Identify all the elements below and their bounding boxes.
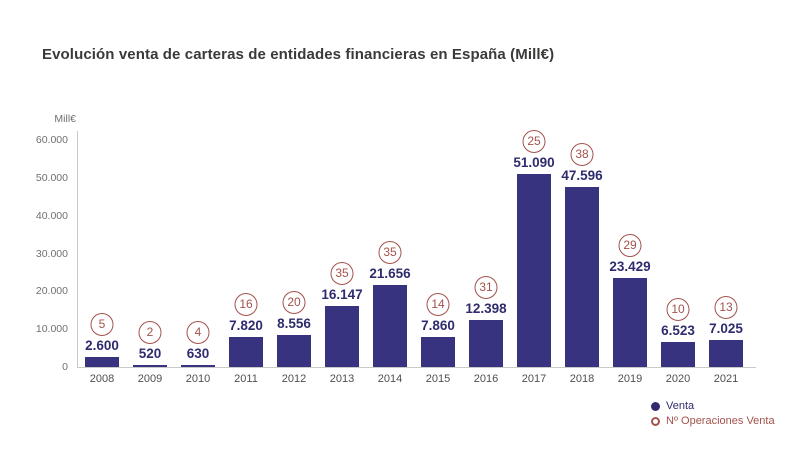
bar-value-label: 7.820 xyxy=(229,318,263,334)
x-axis-year-label: 2020 xyxy=(665,373,691,385)
venta-bar xyxy=(421,337,455,367)
x-axis-year-label: 2010 xyxy=(185,373,211,385)
bar-group-2012: 20 8.556 2012 xyxy=(270,140,318,385)
y-axis-tick-label: 50.000 xyxy=(35,171,68,184)
x-axis-year-label: 2013 xyxy=(329,373,355,385)
y-axis-tick-label: 0 xyxy=(62,361,68,373)
x-axis-year-label: 2011 xyxy=(234,373,258,385)
y-axis-tick-label: 20.000 xyxy=(35,285,68,298)
operations-badge: 38 xyxy=(570,142,594,166)
x-axis-year-label: 2019 xyxy=(617,373,643,385)
x-axis-year-label: 2021 xyxy=(713,373,739,385)
venta-bar xyxy=(181,364,215,367)
y-axis-line xyxy=(77,131,78,367)
operations-badge: 35 xyxy=(330,261,354,285)
venta-bar xyxy=(325,305,359,367)
y-axis-tick-label: 60.000 xyxy=(35,134,68,146)
venta-bar xyxy=(373,285,407,367)
bar-value-label: 6.523 xyxy=(661,323,695,339)
operaciones-marker-icon xyxy=(651,416,660,426)
legend-label-operaciones: Nº Operaciones Venta xyxy=(666,415,775,427)
operations-badge: 13 xyxy=(714,296,738,320)
bar-value-label: 8.556 xyxy=(277,315,311,331)
venta-bar xyxy=(85,357,119,367)
bar-group-2017: 25 51.090 2017 xyxy=(510,129,558,385)
bar-value-label: 51.090 xyxy=(513,154,555,170)
bar-group-2019: 29 23.429 2019 xyxy=(606,140,654,385)
bar-group-2016: 31 12.398 2016 xyxy=(462,140,510,385)
bar-group-2009: 2 520 2009 xyxy=(126,140,174,385)
operations-badge: 2 xyxy=(138,321,162,345)
y-axis-tick-label: 10.000 xyxy=(35,323,68,336)
venta-bar xyxy=(565,186,599,367)
operations-badge: 35 xyxy=(378,241,402,265)
x-axis-year-label: 2012 xyxy=(281,373,307,385)
venta-marker-icon xyxy=(651,401,660,411)
bar-group-2020: 10 6.523 2020 xyxy=(654,140,702,385)
operations-badge: 31 xyxy=(474,276,498,300)
y-axis-unit-label: Mill€ xyxy=(54,113,76,125)
x-axis-year-label: 2009 xyxy=(137,373,163,385)
bar-value-label: 7.025 xyxy=(709,321,743,337)
legend-item-venta: Venta xyxy=(651,400,775,412)
bar-group-2018: 38 47.596 2018 xyxy=(558,140,606,385)
bar-value-label: 520 xyxy=(138,346,162,362)
x-axis-year-label: 2015 xyxy=(425,373,451,385)
x-axis-baseline xyxy=(77,367,756,368)
venta-bar xyxy=(517,173,551,367)
bar-value-label: 23.429 xyxy=(609,259,651,275)
bar-value-label: 7.860 xyxy=(421,318,455,334)
bar-group-2008: 5 2.600 2008 xyxy=(78,140,126,385)
x-axis-year-label: 2018 xyxy=(569,373,595,385)
operations-badge: 25 xyxy=(522,129,546,153)
y-axis-tick-label: 30.000 xyxy=(35,247,68,260)
plot-area: Mill€ 60.000 50.000 40.000 30.000 20.000 10.0… xyxy=(36,113,756,385)
bar-value-label: 16.147 xyxy=(321,286,363,302)
bars-container: 5 2.600 2008 2 520 2009 4 630 2010 16 7.820 2011 20 8… xyxy=(78,129,750,385)
x-axis-year-label: 2017 xyxy=(521,373,547,385)
bar-group-2014: 35 21.656 2014 xyxy=(366,140,414,385)
operations-badge: 29 xyxy=(618,234,642,258)
bar-value-label: 2.600 xyxy=(85,338,119,354)
x-axis-year-label: 2016 xyxy=(473,373,499,385)
venta-bar xyxy=(613,278,647,367)
legend: Venta Nº Operaciones Venta xyxy=(651,400,775,427)
bar-value-label: 630 xyxy=(186,345,210,361)
bar-group-2010: 4 630 2010 xyxy=(174,140,222,385)
venta-bar xyxy=(277,334,311,367)
y-axis-tick-label: 40.000 xyxy=(35,209,68,222)
x-axis-year-label: 2008 xyxy=(89,373,115,385)
bar-value-label: 47.596 xyxy=(561,167,603,183)
operations-badge: 4 xyxy=(186,320,210,344)
legend-label-venta: Venta xyxy=(666,400,695,412)
operations-badge: 14 xyxy=(426,293,450,317)
venta-bar xyxy=(469,320,503,367)
x-axis-year-label: 2014 xyxy=(377,373,403,385)
bar-value-label: 12.398 xyxy=(465,301,507,317)
bar-group-2015: 14 7.860 2015 xyxy=(414,140,462,385)
venta-bar xyxy=(709,340,743,367)
bar-value-label: 21.656 xyxy=(369,266,411,282)
venta-bar xyxy=(661,342,695,367)
operations-badge: 16 xyxy=(234,293,258,317)
bar-group-2021: 13 7.025 2021 xyxy=(702,140,750,385)
venta-bar xyxy=(133,365,167,367)
operations-badge: 20 xyxy=(282,290,306,314)
bar-group-2011: 16 7.820 2011 xyxy=(222,140,270,385)
chart-title: Evolución venta de carteras de entidades… xyxy=(42,46,555,63)
legend-item-operaciones: Nº Operaciones Venta xyxy=(651,415,775,427)
bar-group-2013: 35 16.147 2013 xyxy=(318,140,366,385)
operations-badge: 10 xyxy=(666,298,690,322)
venta-bar xyxy=(229,337,263,367)
operations-badge: 5 xyxy=(90,313,114,337)
